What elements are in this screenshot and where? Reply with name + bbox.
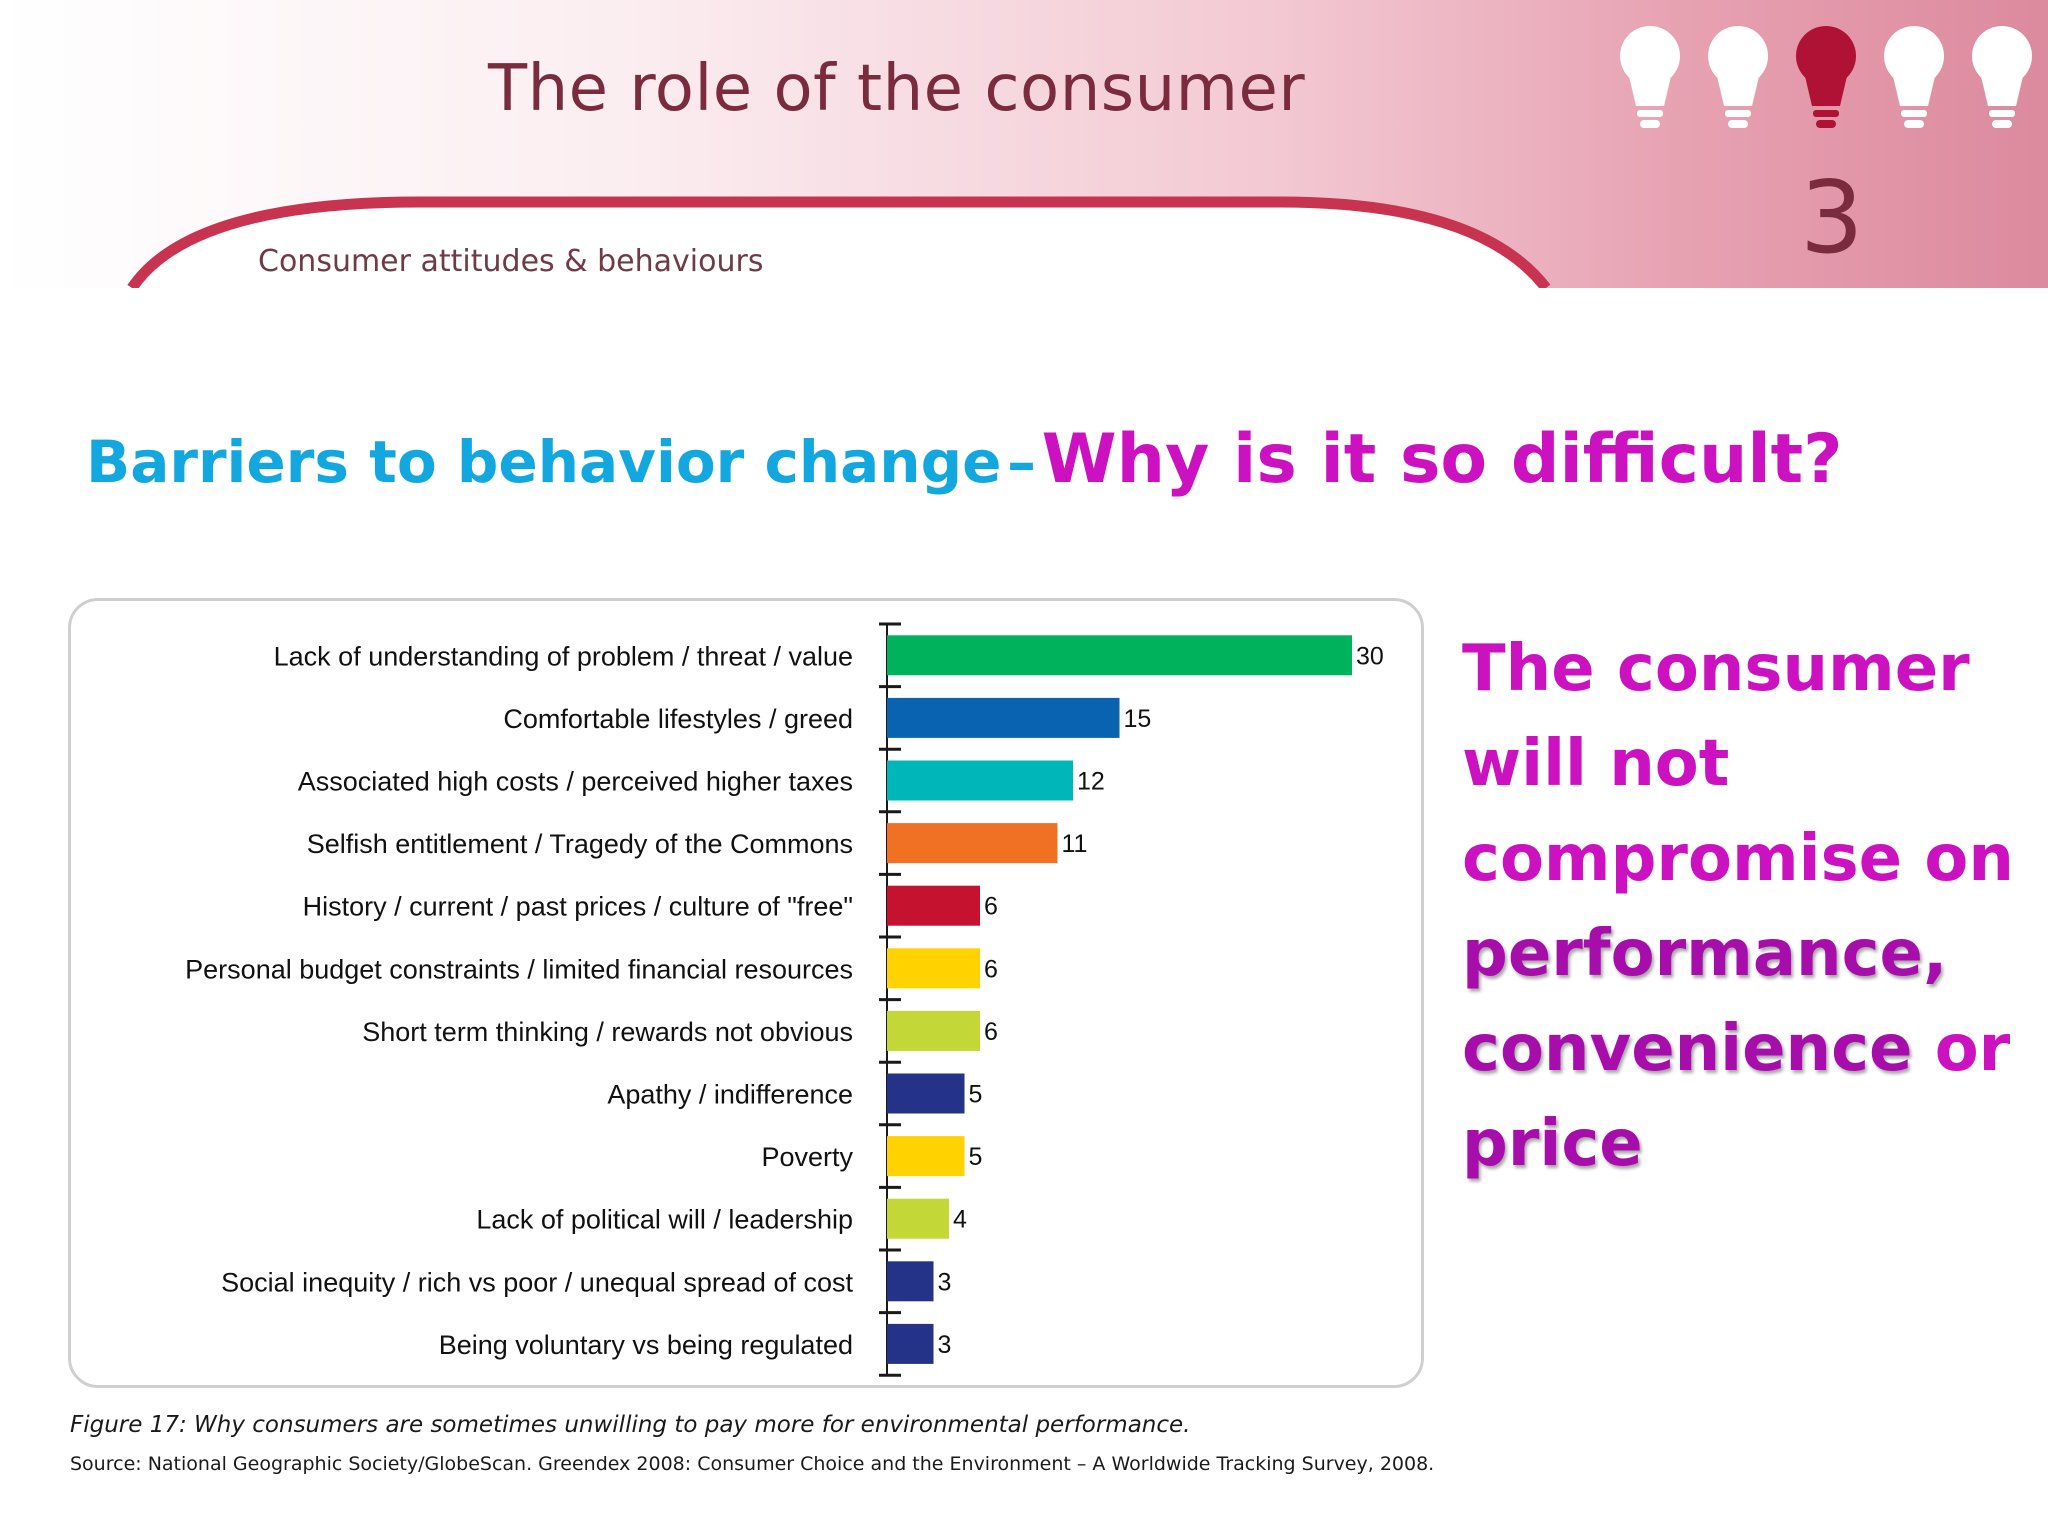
figure-caption: Figure 17: Why consumers are sometimes u… (70, 1412, 1450, 1482)
caption-figure: Figure 17: Why consumers are sometimes u… (70, 1412, 1191, 1438)
lightbulb-icon (1972, 26, 2032, 128)
bar (887, 1261, 934, 1302)
category-label: Short term thinking / rewards not obviou… (362, 1017, 853, 1047)
category-label: Lack of political will / leadership (476, 1205, 853, 1235)
data-label: 5 (969, 1143, 983, 1171)
data-label: 3 (938, 1331, 952, 1359)
bar (887, 823, 1058, 864)
statement-performance: performance, (1462, 917, 1948, 991)
header-arc (127, 196, 1551, 288)
data-label: 3 (938, 1268, 952, 1296)
category-label: Personal budget constraints / limited fi… (185, 954, 853, 984)
bar (887, 635, 1352, 676)
data-label: 6 (984, 1018, 998, 1046)
data-label: 4 (953, 1206, 967, 1234)
statement-or: or (1934, 1012, 2011, 1086)
bar (887, 1198, 949, 1239)
category-label: Social inequity / rich vs poor / unequal… (221, 1267, 853, 1297)
chart-frame (68, 598, 1424, 1388)
category-label: Comfortable lifestyles / greed (503, 704, 853, 734)
lightbulb-icon (1620, 26, 1680, 128)
statement-text: The consumer will not compromise on perf… (1462, 622, 2022, 1192)
heading-dash: – (1007, 428, 1037, 496)
category-label: Being voluntary vs being regulated (439, 1330, 853, 1360)
lightbulb-icon (1708, 26, 1768, 128)
bar (887, 697, 1120, 738)
statement-lead: The consumer will not compromise on (1462, 632, 2014, 896)
category-label: Lack of understanding of problem / threa… (274, 641, 853, 671)
data-label: 5 (969, 1081, 983, 1109)
category-label: Poverty (761, 1142, 853, 1172)
data-label: 15 (1124, 705, 1152, 733)
bar (887, 1073, 965, 1114)
slide-number: 3 (1800, 159, 1864, 276)
data-label: 11 (1062, 830, 1088, 858)
statement-convenience: convenience (1462, 1012, 1913, 1086)
lightbulb-active-icon (1796, 26, 1856, 128)
header-subtitle: Consumer attitudes & behaviours (258, 244, 764, 279)
statement-price: price (1462, 1107, 1643, 1181)
data-label: 12 (1077, 768, 1105, 796)
bar (887, 1010, 980, 1051)
bar (887, 948, 980, 989)
category-label: Associated high costs / perceived higher… (298, 767, 853, 797)
data-label: 6 (984, 893, 998, 921)
slide-heading: Barriers to behavior change – Why is it … (86, 420, 1843, 499)
data-label: 6 (984, 955, 998, 983)
caption-source: Source: National Geographic Society/Glob… (70, 1453, 1435, 1475)
lightbulb-progress (1620, 26, 2032, 128)
bar (887, 760, 1073, 801)
header-title: The role of the consumer (488, 52, 1306, 126)
bar (887, 885, 980, 926)
category-label: Selfish entitlement / Tragedy of the Com… (307, 829, 853, 859)
data-label: 30 (1356, 642, 1384, 670)
bar (887, 1323, 934, 1364)
category-label: Apathy / indifference (607, 1080, 853, 1110)
bar (887, 1136, 965, 1177)
heading-part1: Barriers to behavior change (86, 428, 1002, 496)
heading-part2: Why is it so difficult? (1041, 420, 1843, 499)
header-banner: The role of the consumer Consumer attitu… (0, 0, 2048, 288)
category-label: History / current / past prices / cultur… (303, 892, 853, 922)
lightbulb-icon (1884, 26, 1944, 128)
